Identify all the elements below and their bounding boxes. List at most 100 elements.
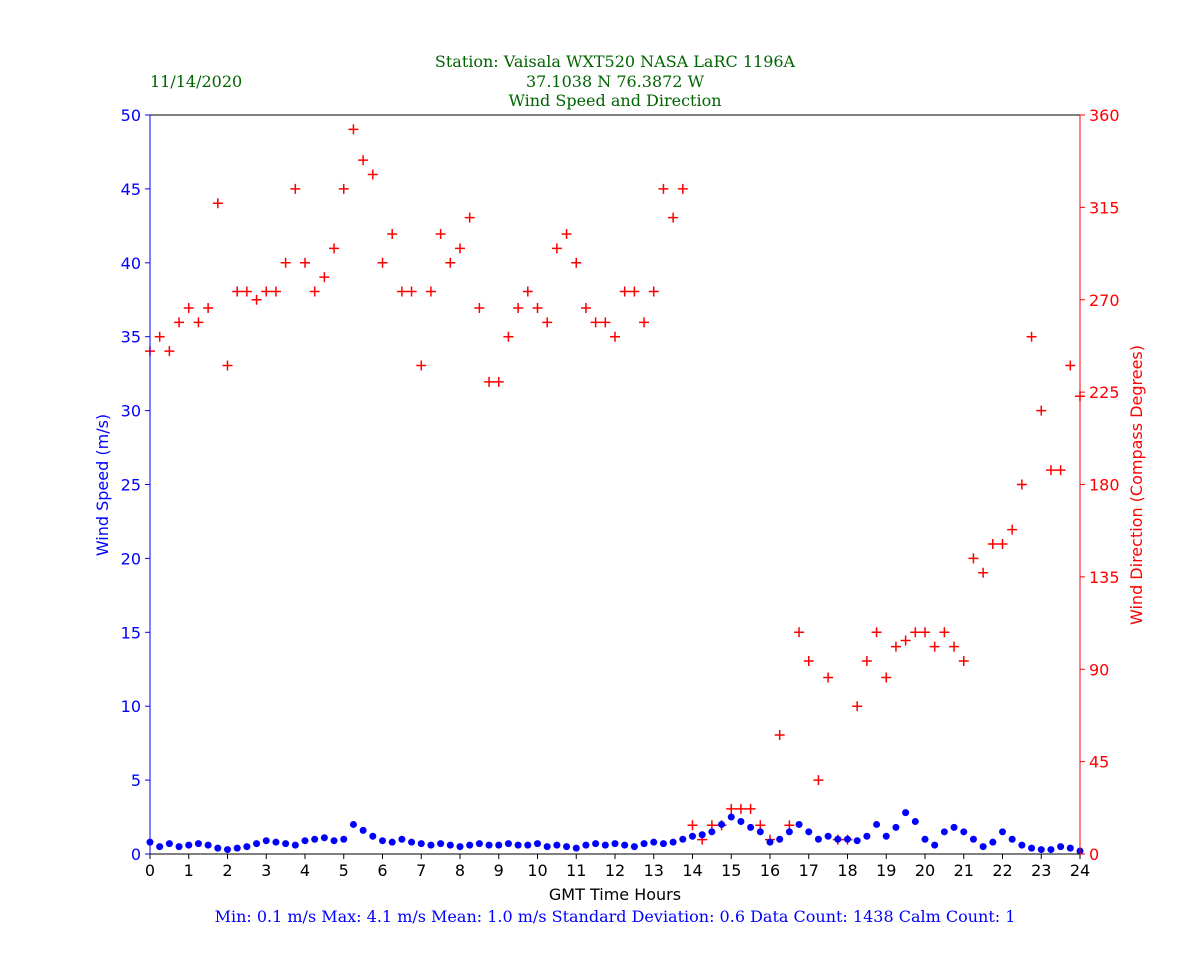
y2-tick-label: 45: [1089, 753, 1109, 772]
x-tick-label: 6: [377, 861, 387, 880]
direction-point: [1026, 331, 1037, 342]
direction-point: [1055, 465, 1066, 476]
direction-point: [619, 286, 630, 297]
x-tick-label: 14: [682, 861, 702, 880]
speed-point: [650, 838, 658, 846]
speed-point: [1008, 835, 1016, 843]
y-tick-label: 25: [121, 476, 141, 495]
direction-point: [203, 302, 214, 313]
direction-point: [648, 286, 659, 297]
speed-point: [262, 837, 270, 845]
speed-point: [630, 843, 638, 851]
direction-point: [503, 331, 514, 342]
speed-point: [940, 828, 948, 836]
direction-point: [416, 360, 427, 371]
x-tick-label: 11: [566, 861, 586, 880]
direction-point: [823, 672, 834, 683]
speed-point: [572, 844, 580, 852]
direction-point: [154, 331, 165, 342]
y-tick-label: 35: [121, 328, 141, 347]
direction-point: [580, 302, 591, 313]
speed-point: [776, 835, 784, 843]
y2-tick-label: 0: [1089, 845, 1099, 864]
x-axis-label: GMT Time Hours: [549, 885, 681, 904]
direction-point: [174, 317, 185, 328]
speed-point: [601, 841, 609, 849]
x-tick-label: 15: [721, 861, 741, 880]
speed-point: [979, 843, 987, 851]
speed-point: [911, 817, 919, 825]
speed-point: [969, 835, 977, 843]
speed-point: [369, 832, 377, 840]
station-title: Station: Vaisala WXT520 NASA LaRC 1196A: [434, 52, 796, 71]
direction-point: [270, 286, 281, 297]
direction-point: [241, 286, 252, 297]
direction-point: [222, 360, 233, 371]
x-tick-label: 16: [760, 861, 780, 880]
direction-point: [532, 302, 543, 313]
direction-point: [920, 627, 930, 638]
direction-point: [949, 641, 960, 652]
x-tick-label: 9: [494, 861, 504, 880]
direction-point: [513, 302, 524, 313]
x-tick-label: 23: [1031, 861, 1051, 880]
direction-point: [997, 539, 1008, 550]
speed-point: [437, 840, 445, 848]
speed-point: [534, 840, 541, 848]
speed-point: [592, 840, 600, 848]
direction-point: [1036, 405, 1047, 416]
speed-point: [466, 841, 474, 849]
y2-tick-label: 315: [1089, 198, 1120, 217]
direction-point: [852, 701, 863, 712]
direction-point: [745, 803, 756, 814]
speed-point: [253, 840, 261, 848]
direction-point: [571, 257, 582, 268]
direction-point: [251, 294, 262, 305]
speed-point: [553, 841, 561, 849]
direction-point: [1065, 360, 1076, 371]
speed-point: [1028, 844, 1036, 852]
speed-point: [388, 838, 396, 846]
y-tick-label: 20: [121, 549, 141, 568]
speed-point: [698, 831, 706, 839]
speed-point: [379, 837, 386, 845]
speed-point: [679, 835, 687, 843]
speed-point: [320, 834, 328, 842]
speed-point: [408, 838, 416, 846]
direction-point: [425, 286, 436, 297]
direction-point: [629, 286, 640, 297]
direction-point: [687, 820, 698, 831]
speed-point: [349, 820, 357, 828]
speed-point: [398, 835, 406, 843]
speed-point: [485, 841, 493, 849]
speed-point: [737, 817, 745, 825]
station-location: 37.1038 N 76.3872 W: [525, 72, 705, 91]
direction-point: [542, 317, 553, 328]
speed-point: [1047, 846, 1055, 854]
direction-point: [309, 286, 320, 297]
speed-point: [1066, 844, 1074, 852]
direction-point: [551, 243, 562, 254]
direction-point: [212, 198, 223, 209]
direction-point: [939, 627, 950, 638]
direction-point: [338, 183, 349, 194]
speed-point: [611, 840, 619, 848]
speed-point: [902, 809, 910, 817]
direction-point: [639, 317, 650, 328]
y2-tick-label: 225: [1089, 383, 1120, 402]
direction-point: [794, 627, 805, 638]
direction-point: [813, 775, 824, 786]
x-tick-label: 24: [1070, 861, 1090, 880]
direction-point: [493, 376, 504, 387]
speed-point: [1018, 841, 1026, 849]
speed-point: [640, 840, 648, 848]
speed-point: [185, 841, 193, 849]
speed-point: [504, 840, 512, 848]
statistics-summary: Min: 0.1 m/s Max: 4.1 m/s Mean: 1.0 m/s …: [214, 907, 1016, 926]
direction-point: [464, 212, 475, 223]
direction-point: [881, 672, 892, 683]
direction-point: [164, 346, 175, 357]
speed-point: [475, 840, 483, 848]
